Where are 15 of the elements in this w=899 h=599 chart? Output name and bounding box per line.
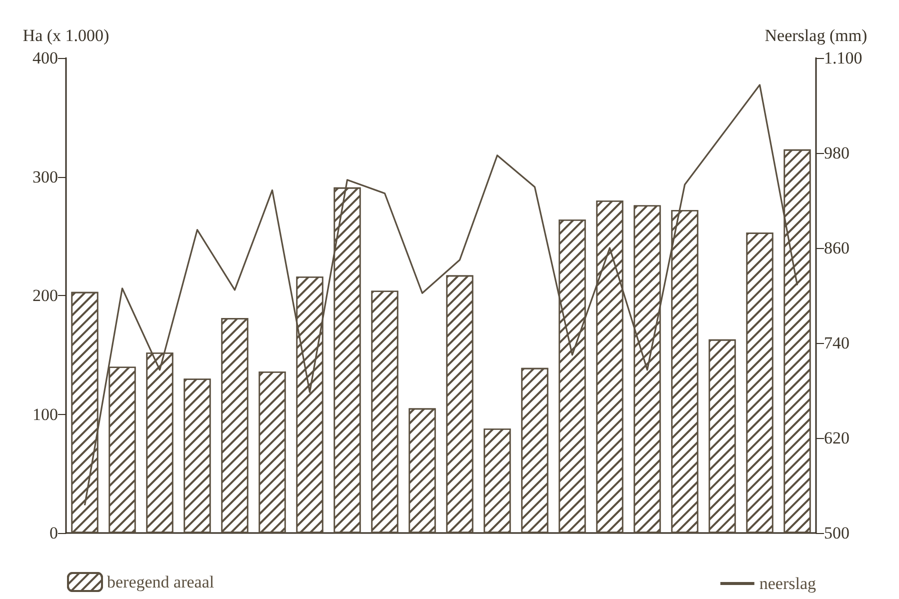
y-tick-label: 0 xyxy=(50,524,58,542)
y2-tick-label: 620 xyxy=(824,428,850,448)
y2-tick-label: 1.100 xyxy=(824,48,862,68)
y2-tick-label: 500 xyxy=(824,524,850,542)
y-tick-label: 100 xyxy=(32,404,58,424)
y-axis-title: Ha (x 1.000) xyxy=(22,26,110,45)
y2-tick-label: 980 xyxy=(824,144,850,162)
y-tick-label: 300 xyxy=(32,167,58,186)
legend-label: beregend areaal xyxy=(107,572,214,592)
y-tick-label: 200 xyxy=(32,286,58,305)
y2-tick-label: 740 xyxy=(824,334,850,352)
y2-tick-label: 860 xyxy=(824,238,850,258)
legend-label: neerslag xyxy=(759,574,816,593)
y-tick-label: 400 xyxy=(32,48,58,68)
y2-axis-title: Neerslag (mm) xyxy=(764,26,868,45)
